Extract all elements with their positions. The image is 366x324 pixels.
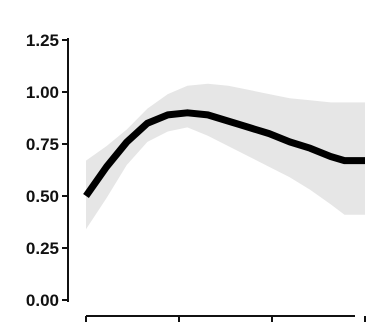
y-ticks: 0.00 0.25 0.50 0.75 1.00 1.25	[26, 31, 68, 310]
line-layer	[83, 109, 365, 199]
axes	[67, 38, 355, 317]
y-tick-label: 1.25	[26, 31, 59, 50]
y-tick-label: 0.25	[26, 239, 59, 258]
y-tick-label: 0.00	[26, 291, 59, 310]
y-tick-label: 1.00	[26, 83, 59, 102]
series-line	[83, 109, 365, 199]
y-tick-label: 0.75	[26, 135, 59, 154]
y-tick-label: 0.50	[26, 187, 59, 206]
x-ticks	[85, 316, 366, 322]
